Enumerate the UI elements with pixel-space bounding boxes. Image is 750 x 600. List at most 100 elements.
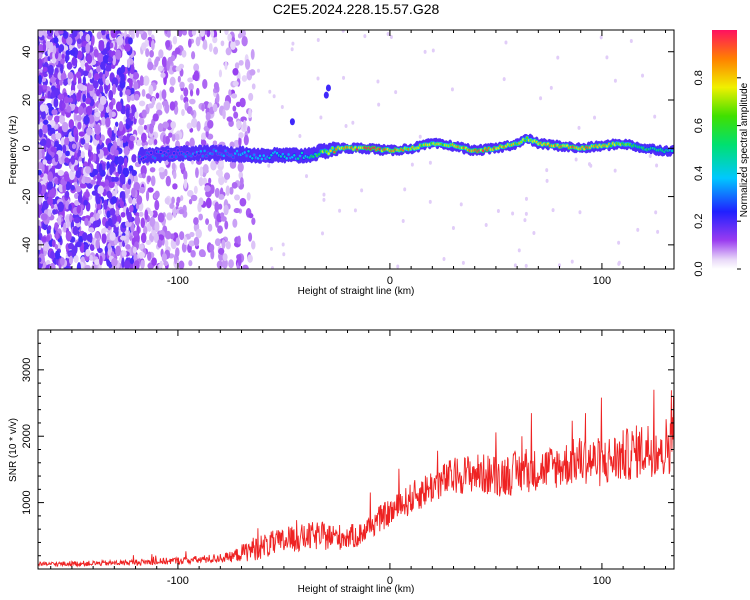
noise-speck (66, 36, 73, 46)
noise-speck (237, 33, 242, 39)
noise-speck (655, 163, 659, 168)
signal-core (317, 152, 321, 156)
noise-speck (120, 64, 126, 74)
snr-ticks: -100 0 100 1000 2000 3000 (21, 330, 674, 587)
noise-speck (217, 168, 223, 179)
noise-speck (176, 196, 181, 204)
noise-speck (207, 223, 213, 232)
noise-speck (138, 211, 144, 217)
noise-speck (76, 204, 81, 214)
noise-speck (70, 184, 75, 191)
noise-speck (87, 149, 92, 158)
signal-core (247, 149, 250, 153)
noise-speck (210, 30, 215, 38)
y-tick-label: -40 (21, 237, 33, 253)
noise-speck (256, 68, 260, 73)
noise-speck (129, 204, 134, 213)
noise-speck (151, 257, 157, 266)
noise-speck (132, 246, 137, 254)
noise-speck (38, 100, 41, 111)
noise-speck (84, 176, 92, 184)
noise-speck (74, 165, 78, 171)
signal-core (520, 140, 523, 144)
noise-speck (102, 54, 109, 64)
noise-speck (613, 168, 617, 173)
noise-speck (69, 213, 73, 223)
noise-speck (46, 234, 50, 242)
noise-speck (108, 181, 115, 189)
signal-core (138, 155, 141, 158)
noise-speck (233, 208, 241, 214)
noise-speck (77, 89, 82, 99)
noise-speck (212, 36, 218, 44)
noise-speck (165, 40, 171, 48)
noise-speck (190, 194, 198, 202)
noise-speck (136, 139, 142, 147)
noise-speck (221, 239, 226, 250)
noise-speck (231, 181, 238, 189)
noise-speck (95, 192, 100, 204)
noise-speck (164, 230, 172, 240)
noise-speck (105, 117, 111, 128)
noise-speck (232, 80, 239, 87)
noise-speck (131, 154, 137, 163)
noise-speck (129, 257, 135, 265)
noise-speck (62, 144, 67, 154)
signal-core (285, 157, 288, 160)
signal-core (329, 149, 332, 153)
noise-speck (172, 171, 177, 180)
noise-speck (157, 65, 164, 72)
noise-speck (40, 110, 46, 120)
noise-speck (217, 225, 223, 234)
noise-speck (218, 247, 225, 255)
noise-speck (130, 87, 135, 95)
noise-speck (107, 56, 114, 63)
noise-speck (177, 75, 181, 83)
noise-speck (77, 121, 82, 130)
noise-speck (66, 61, 73, 70)
noise-speck (100, 30, 106, 36)
noise-speck (341, 30, 345, 33)
signal-core (170, 155, 174, 158)
noise-speck (113, 149, 119, 157)
noise-speck (137, 125, 144, 135)
signal-core (222, 154, 225, 158)
noise-speck (126, 93, 131, 103)
signal-core (201, 154, 204, 158)
noise-speck (149, 50, 154, 58)
noise-speck (64, 136, 70, 147)
noise-speck (41, 84, 48, 90)
signal-core (262, 154, 265, 157)
signal-core (176, 149, 180, 152)
x-tick-label: -100 (167, 275, 189, 287)
noise-speck (248, 213, 254, 219)
signal-core (609, 144, 613, 147)
noise-speck (109, 208, 116, 216)
signal-core (253, 153, 256, 157)
signal-core (167, 149, 170, 153)
noise-speck (187, 38, 192, 48)
noise-speck (53, 37, 59, 44)
noise-speck (145, 190, 150, 202)
noise-speck (198, 213, 204, 221)
noise-speck (93, 48, 99, 58)
noise-speck (198, 176, 204, 187)
noise-speck (55, 132, 62, 140)
noise-speck (322, 197, 326, 202)
noise-speck (154, 199, 160, 211)
noise-speck (112, 83, 117, 95)
noise-speck (224, 30, 229, 36)
noise-speck (208, 42, 213, 53)
noise-speck (244, 59, 251, 70)
noise-speck (159, 90, 163, 101)
noise-speck (322, 192, 326, 197)
noise-speck (70, 155, 76, 165)
noise-speck (231, 36, 236, 42)
signal-core (203, 149, 206, 153)
noise-speck (94, 124, 101, 135)
noise-speck (164, 239, 169, 248)
noise-speck (268, 89, 272, 94)
noise-speck (79, 183, 87, 189)
noise-speck (549, 85, 553, 90)
noise-speck (132, 197, 137, 206)
